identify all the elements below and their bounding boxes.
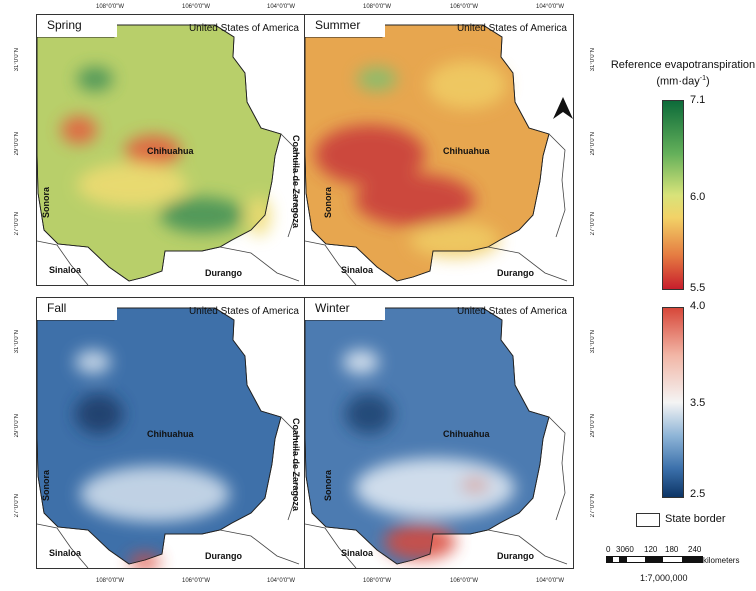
- state-border-label: State border: [665, 513, 726, 525]
- scale-240: 240: [688, 545, 702, 554]
- legend-title-line2: (mm·day-1): [610, 72, 756, 89]
- graticule-top-1: 108°0'0"W: [96, 4, 125, 10]
- map-panel-summer: Summer United States of America Chihuahu…: [304, 14, 574, 286]
- state-label-chihuahua: Chihuahua: [443, 146, 490, 156]
- graticule-right-5: 29°0'0"N: [590, 414, 596, 438]
- warm-scale-mid: 6.0: [690, 191, 706, 203]
- state-label-sonora: Sonora: [323, 187, 333, 219]
- state-label-durango: Durango: [497, 551, 534, 561]
- graticule-right-3: 27°0'0"N: [590, 212, 596, 236]
- state-label-durango: Durango: [205, 551, 242, 561]
- graticule-bottom-2: 106°0'0"W: [182, 578, 211, 584]
- season-label: Winter: [315, 301, 350, 315]
- state-label-sonora: Sonora: [41, 470, 51, 502]
- season-tab: [37, 15, 117, 37]
- graticule-bottom-5: 106°0'0"W: [450, 578, 479, 584]
- legend-title-close: ): [705, 75, 710, 88]
- map-panel-winter: Winter United States of America Chihuahu…: [304, 297, 574, 569]
- map-panel-spring: Spring United States of America Chihuahu…: [36, 14, 306, 286]
- scale-ratio: 1:7,000,000: [640, 573, 688, 583]
- state-label-sinaloa: Sinaloa: [49, 548, 82, 558]
- state-label-durango: Durango: [497, 268, 534, 278]
- state-label-sinaloa: Sinaloa: [341, 265, 374, 275]
- season-label: Fall: [47, 301, 67, 315]
- warm-scale-max: 7.1: [690, 94, 706, 106]
- graticule-top-6: 104°0'0"W: [536, 4, 565, 10]
- map-panel-fall: Fall United States of America Chihuahua …: [36, 297, 306, 569]
- graticule-left-4: 31°0'0"N: [14, 330, 20, 354]
- graticule-left-6: 27°0'0"N: [14, 494, 20, 518]
- season-label: Summer: [315, 18, 361, 32]
- season-tab: [305, 298, 385, 320]
- graticule-bottom-1: 108°0'0"W: [96, 578, 125, 584]
- cool-scale-max: 4.0: [690, 300, 706, 312]
- graticule-top-4: 108°0'0"W: [363, 4, 392, 10]
- graticule-right-4: 31°0'0"N: [590, 330, 596, 354]
- cool-color-scale: [662, 307, 684, 498]
- scale-seg-4: [682, 557, 702, 562]
- state-label-sonora: Sonora: [323, 470, 333, 502]
- state-label-chihuahua: Chihuahua: [147, 146, 194, 156]
- graticule-bottom-3: 104°0'0"W: [267, 578, 296, 584]
- season-tab: [37, 298, 117, 320]
- legend-title-unit: (mm·day: [656, 75, 700, 88]
- winter-map-graphic: [305, 298, 573, 568]
- season-tab: [305, 15, 385, 37]
- country-label: United States of America: [456, 23, 567, 34]
- state-label-coahuila: Coahuila de Zaragoza: [291, 135, 301, 229]
- graticule-top-3: 104°0'0"W: [267, 4, 296, 10]
- scale-seg-3: [645, 557, 663, 562]
- scale-seg-2: [619, 557, 627, 562]
- graticule-left-1: 31°0'0"N: [14, 48, 20, 72]
- graticule-right-6: 27°0'0"N: [590, 494, 596, 518]
- country-label: United States of America: [456, 306, 567, 317]
- graticule-bottom-4: 108°0'0"W: [363, 578, 392, 584]
- season-label: Spring: [47, 18, 82, 32]
- fall-map-graphic: [37, 298, 305, 568]
- north-arrow-icon: [553, 97, 573, 119]
- scale-0: 0: [606, 545, 611, 554]
- state-label-sonora: Sonora: [41, 187, 51, 219]
- state-label-sinaloa: Sinaloa: [49, 265, 82, 275]
- scale-3060: 3060: [616, 545, 634, 554]
- graticule-top-2: 106°0'0"W: [182, 4, 211, 10]
- scale-unit: kilometers: [703, 556, 740, 565]
- graticule-top-5: 106°0'0"W: [450, 4, 479, 10]
- graticule-left-5: 29°0'0"N: [14, 414, 20, 438]
- state-label-sinaloa: Sinaloa: [341, 548, 374, 558]
- summer-map-graphic: [305, 15, 573, 285]
- state-label-chihuahua: Chihuahua: [443, 429, 490, 439]
- graticule-left-3: 27°0'0"N: [14, 212, 20, 236]
- graticule-right-1: 31°0'0"N: [590, 48, 596, 72]
- scale-seg-1: [607, 557, 613, 562]
- graticule-left-2: 29°0'0"N: [14, 132, 20, 156]
- country-label: United States of America: [188, 23, 299, 34]
- warm-scale-min: 5.5: [690, 282, 706, 294]
- scale-bar: [606, 556, 703, 563]
- cool-scale-min: 2.5: [690, 488, 706, 500]
- legend-title-line1: Reference evapotranspiration: [610, 59, 756, 71]
- country-label: United States of America: [188, 306, 299, 317]
- state-label-chihuahua: Chihuahua: [147, 429, 194, 439]
- graticule-right-2: 29°0'0"N: [590, 132, 596, 156]
- state-label-durango: Durango: [205, 268, 242, 278]
- graticule-bottom-6: 104°0'0"W: [536, 578, 565, 584]
- legend-title: Reference evapotranspiration (mm·day-1): [610, 58, 756, 89]
- state-label-coahuila: Coahuila de Zaragoza: [291, 418, 301, 512]
- state-border-swatch: [636, 513, 660, 527]
- legend-title-exponent: -1: [699, 75, 706, 82]
- spring-map-graphic: [37, 15, 305, 285]
- cool-scale-mid: 3.5: [690, 397, 706, 409]
- scale-120: 120: [644, 545, 658, 554]
- scale-180: 180: [665, 545, 679, 554]
- warm-color-scale: [662, 100, 684, 290]
